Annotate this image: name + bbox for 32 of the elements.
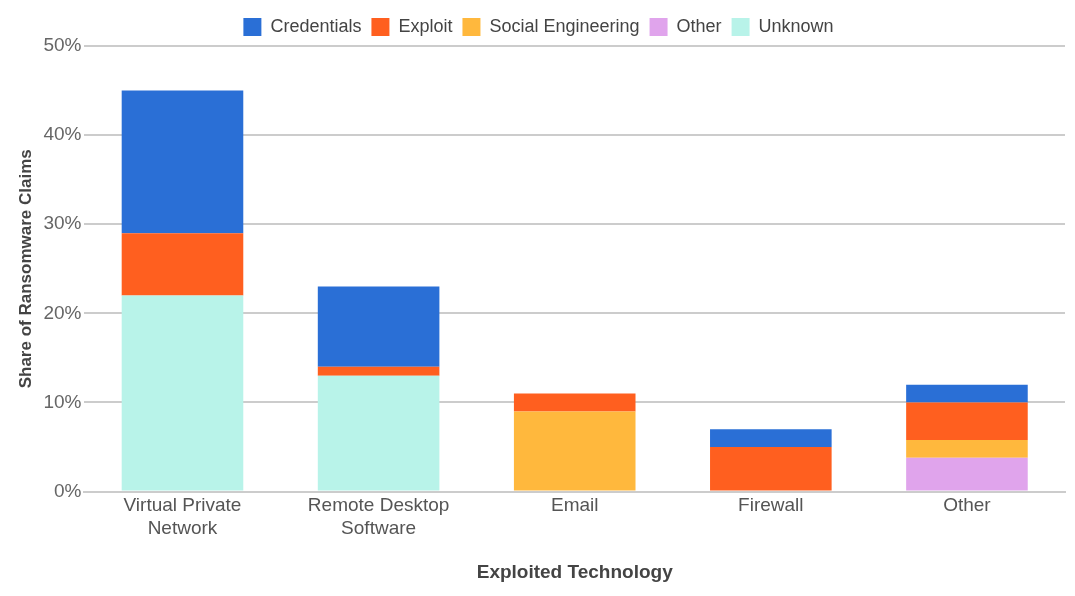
bar xyxy=(906,439,1028,458)
y-tick-label: 30% xyxy=(43,212,82,234)
y-tick-label: 40% xyxy=(43,123,82,145)
bar xyxy=(513,411,636,491)
y-tick-label: 0% xyxy=(53,479,82,501)
bar xyxy=(513,393,636,412)
legend-label: Social Engineering xyxy=(489,15,640,36)
y-axis-title: Share of Ransomware Claims xyxy=(15,149,35,389)
y-tick-label: 50% xyxy=(43,34,82,56)
legend-label: Unknown xyxy=(758,15,834,36)
bar xyxy=(317,286,440,367)
bar xyxy=(710,447,832,491)
bar xyxy=(906,402,1028,440)
y-tick-label: 10% xyxy=(43,390,82,412)
bar xyxy=(121,90,244,234)
x-tick-label: Virtual Private Network xyxy=(123,494,242,539)
bar xyxy=(121,233,244,296)
legend-label: Exploit xyxy=(398,15,453,36)
bar xyxy=(906,384,1028,403)
x-tick-label: Email xyxy=(550,494,599,516)
y-tick-label: 20% xyxy=(43,301,82,323)
legend-label: Other xyxy=(676,15,722,36)
bar xyxy=(317,375,440,491)
legend-label: Credentials xyxy=(270,15,362,36)
bar xyxy=(121,295,244,491)
bar xyxy=(710,429,832,448)
x-tick-label: Remote Desktop Software xyxy=(307,494,450,539)
x-axis-title: Exploited Technology xyxy=(476,560,674,582)
x-tick-label: Firewall xyxy=(738,494,804,516)
bar xyxy=(317,366,440,376)
bar xyxy=(906,457,1028,491)
x-tick-label: Other xyxy=(943,494,992,516)
